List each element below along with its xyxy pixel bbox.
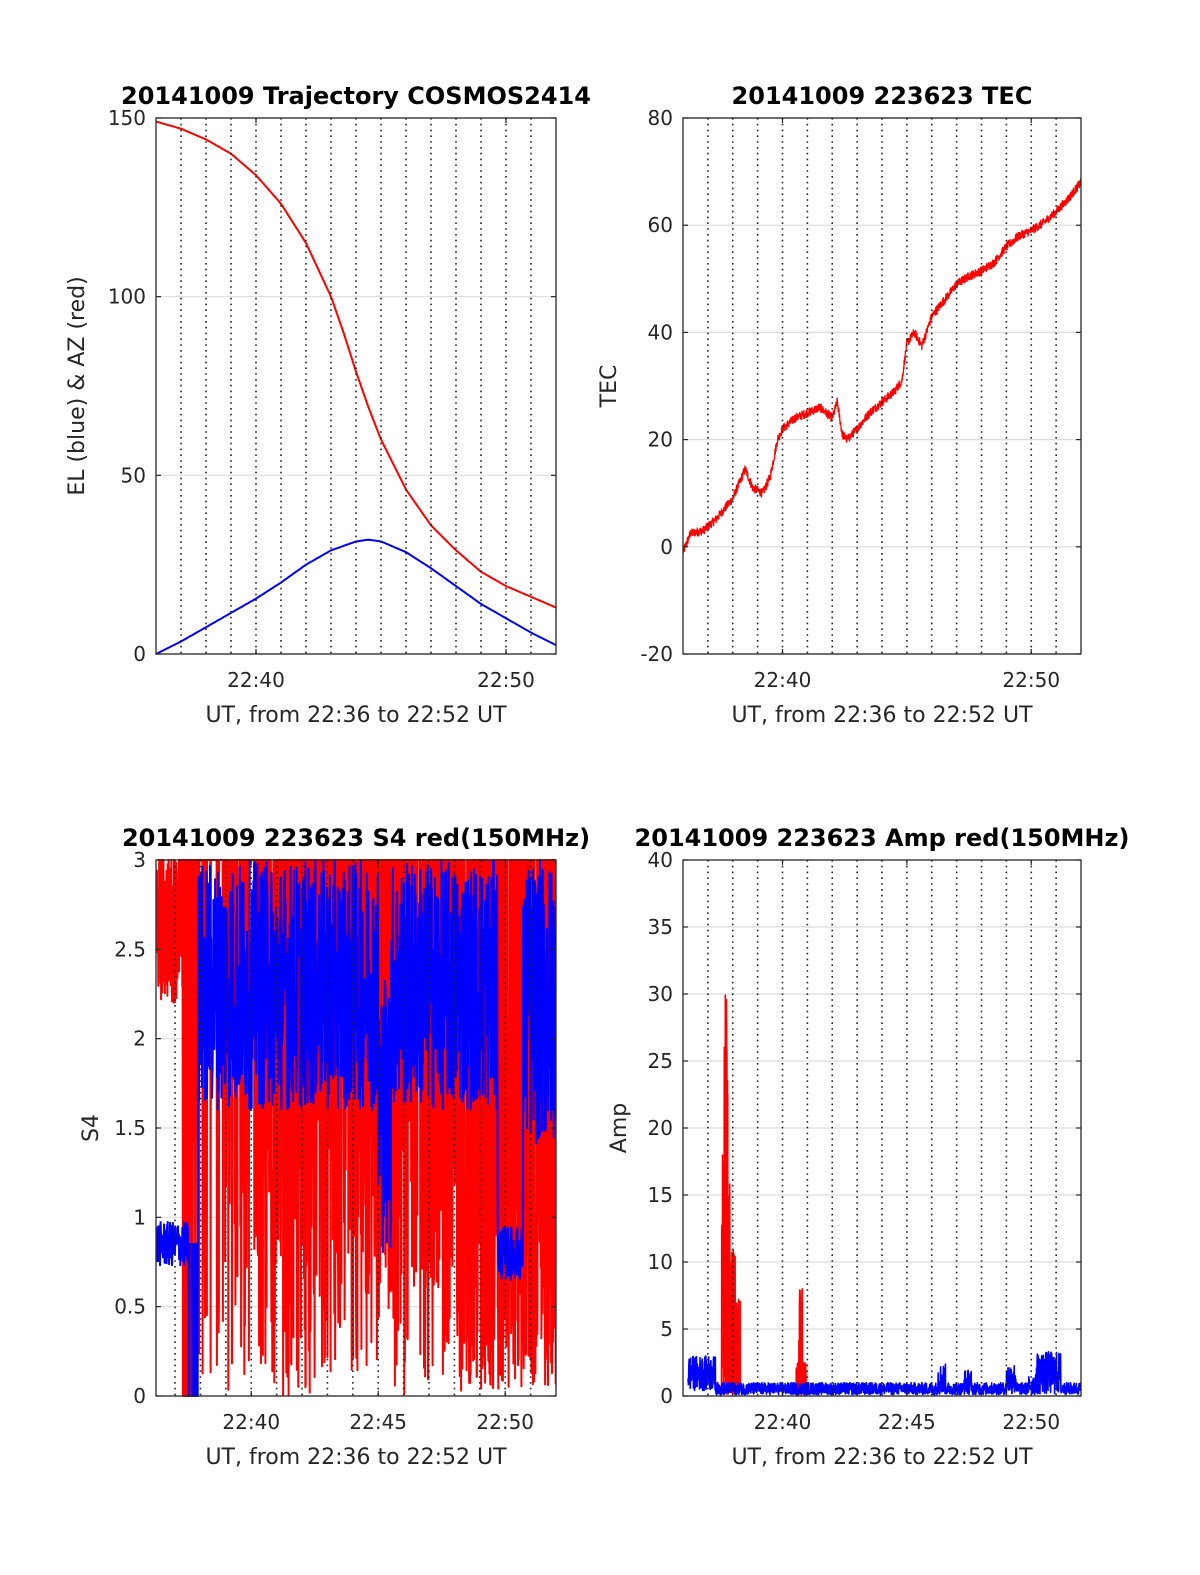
series-line-0 [683,177,1081,554]
chart-title: 20141009 Trajectory COSMOS2414 [121,82,591,110]
y-axis-label: S4 [79,1114,104,1142]
x-axis-label: UT, from 22:36 to 22:52 UT [205,1445,507,1470]
y-tick-label: 80 [648,106,673,130]
y-axis-label: Amp [607,1103,632,1153]
series-group [687,994,1081,1397]
y-tick-label: 0 [660,1384,673,1408]
y-tick-label: 1.5 [114,1116,146,1140]
x-tick-label: 22:45 [878,1410,936,1434]
chart-title: 20141009 223623 Amp red(150MHz) [635,824,1130,852]
x-tick-label: 22:40 [222,1410,280,1434]
x-tick-label: 22:40 [754,668,812,692]
y-tick-label: 40 [648,320,673,344]
y-tick-label: 40 [648,848,673,872]
y-tick-label: 3 [133,848,146,872]
y-tick-label: 15 [648,1183,673,1207]
series-line-blue [687,1351,1081,1396]
y-tick-label: 0 [660,535,673,559]
y-tick-label: 150 [108,106,146,130]
series-group [683,177,1081,554]
y-tick-label: 0.5 [114,1295,146,1319]
y-tick-label: 35 [648,915,673,939]
y-tick-label: 1 [133,1205,146,1229]
series-line-0 [156,120,556,609]
x-tick-label: 22:45 [349,1410,407,1434]
y-tick-label: 25 [648,1049,673,1073]
chart-title: 20141009 223623 S4 red(150MHz) [122,824,590,852]
y-axis-label: EL (blue) & AZ (red) [65,276,90,495]
x-tick-label: 22:40 [227,668,285,692]
x-axis-label: UT, from 22:36 to 22:52 UT [205,703,507,728]
x-tick-label: 22:50 [477,668,535,692]
y-tick-label: 20 [648,428,673,452]
y-tick-label: 2.5 [114,937,146,961]
y-tick-label: 10 [648,1250,673,1274]
chart-tec: 22:40 22:50 -20 0 20 40 60 80 20141009 223623 TE… [597,82,1082,728]
y-tick-label: -20 [640,642,673,666]
chart-title: 20141009 223623 TEC [732,82,1033,110]
x-axis-label: UT, from 22:36 to 22:52 UT [731,703,1033,728]
series-line-red-burst1 [719,994,742,1397]
y-tick-label: 50 [121,463,146,487]
x-tick-label: 22:50 [1002,668,1060,692]
x-tick-label: 22:50 [1002,1410,1060,1434]
axes-frame [155,117,557,655]
x-tick-label: 22:50 [476,1410,534,1434]
y-tick-label: 5 [660,1317,673,1341]
y-tick-label: 100 [108,285,146,309]
y-tick-label: 20 [648,1116,673,1140]
y-axis-label: TEC [597,365,622,409]
series-line-blue [156,859,556,1397]
x-tick-label: 22:40 [754,1410,812,1434]
y-tick-label: 60 [648,213,673,237]
axes-frame [682,117,1082,655]
series-line-red-burst2 [795,1288,807,1397]
y-tick-label: 30 [648,982,673,1006]
chart-amp: 22:40 22:45 22:50 0 5 10 15 20 25 30 35 4020141009 … [607,824,1129,1470]
y-tick-label: 0 [133,642,146,666]
y-tick-label: 2 [133,1027,146,1051]
y-tick-label: 0 [133,1384,146,1408]
x-axis-label: UT, from 22:36 to 22:52 UT [731,1445,1033,1470]
series-group [156,859,556,1397]
